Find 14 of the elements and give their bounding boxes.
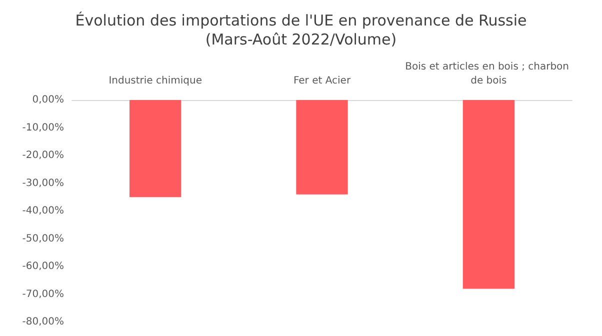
y-tick-label: 0,00% bbox=[32, 94, 64, 106]
y-tick-label: -50,00% bbox=[22, 233, 64, 244]
y-tick-label: -70,00% bbox=[22, 288, 64, 300]
y-tick-label: -10,00% bbox=[22, 122, 64, 134]
y-tick-label: -80,00% bbox=[22, 316, 64, 328]
x-tick-label: Industrie chimique bbox=[108, 76, 202, 86]
chart-title: Évolution des importations de l'UE en provenance de Russie bbox=[75, 12, 527, 30]
x-tick-label: Fer et Acier bbox=[293, 76, 352, 86]
y-tick-label: -30,00% bbox=[22, 178, 64, 189]
y-tick-label: -40,00% bbox=[22, 206, 64, 216]
x-tick-label: Bois et articles en bois ; charbon de bois bbox=[405, 62, 572, 86]
y-tick-label: -20,00% bbox=[22, 150, 64, 161]
chart-subtitle: (Mars-Août 2022/Volume) bbox=[205, 30, 397, 48]
y-tick-label: -60,00% bbox=[22, 261, 64, 272]
